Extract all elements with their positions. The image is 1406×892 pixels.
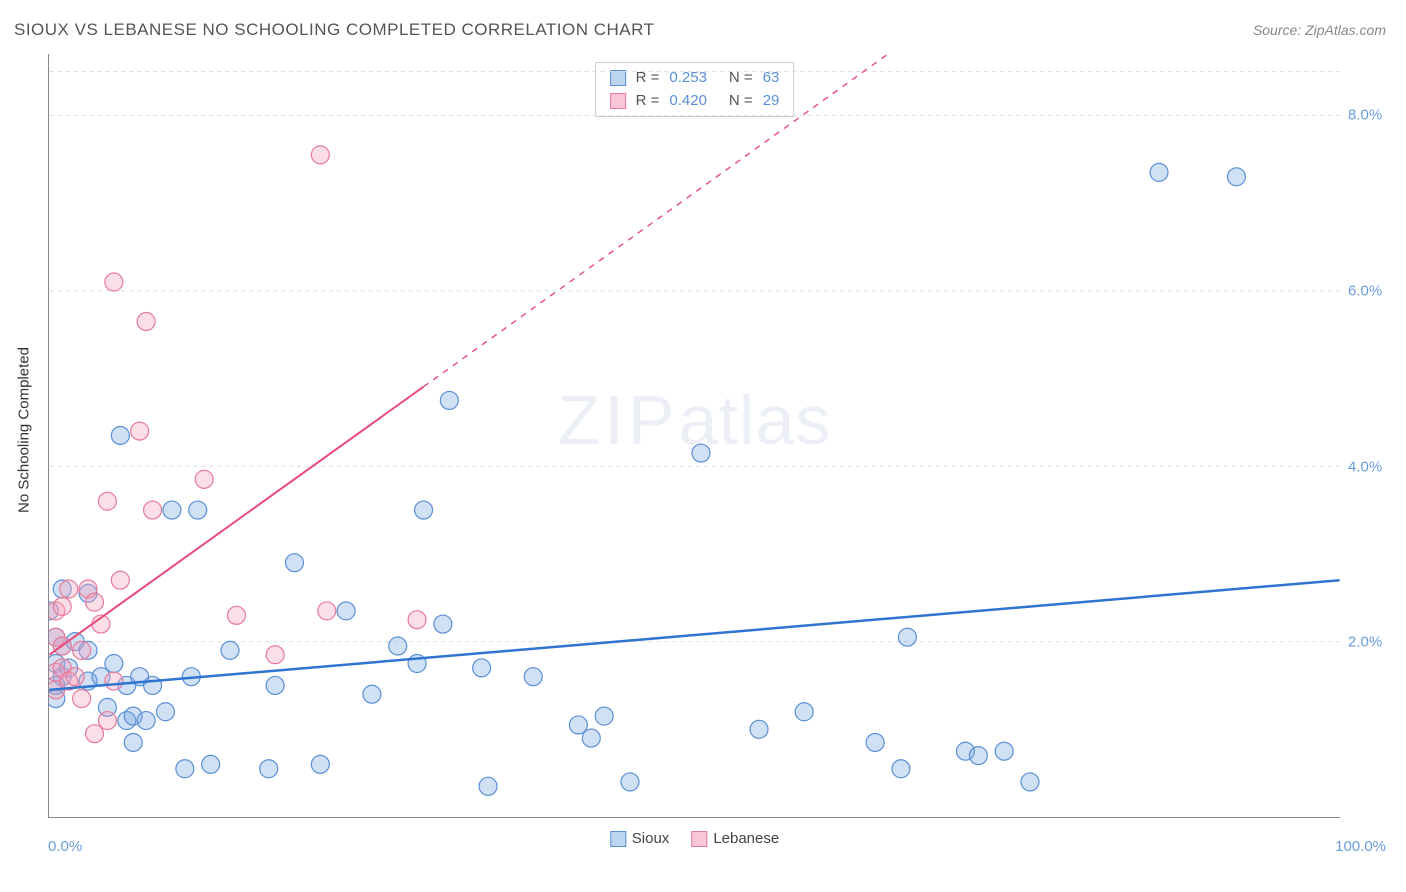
y-axis-label: No Schooling Completed bbox=[16, 347, 33, 513]
legend-swatch bbox=[610, 831, 626, 847]
stats-row: R = 0.253 N = 63 bbox=[610, 67, 780, 90]
y-tick-label: 2.0% bbox=[1348, 634, 1398, 651]
watermark: ZIPatlas bbox=[558, 380, 832, 460]
y-tick-label: 6.0% bbox=[1348, 283, 1398, 300]
chart-title: SIOUX VS LEBANESE NO SCHOOLING COMPLETED… bbox=[14, 20, 655, 40]
stats-row: R = 0.420 N = 29 bbox=[610, 90, 780, 113]
legend: Sioux Lebanese bbox=[610, 830, 779, 847]
y-tick-label: 8.0% bbox=[1348, 107, 1398, 124]
x-min-label: 0.0% bbox=[48, 838, 82, 855]
legend-swatch bbox=[691, 831, 707, 847]
stats-swatch bbox=[610, 93, 626, 109]
stat-r: 0.253 bbox=[669, 67, 707, 90]
legend-label: Lebanese bbox=[713, 830, 779, 847]
stats-box: R = 0.253 N = 63 R = 0.420 N = 29 bbox=[595, 62, 795, 117]
grid-layer bbox=[49, 54, 1340, 817]
plot-area: ZIPatlas R = 0.253 N = 63 R = 0.420 N = … bbox=[48, 54, 1340, 818]
legend-item: Sioux bbox=[610, 830, 670, 847]
y-tick-label: 4.0% bbox=[1348, 458, 1398, 475]
scatter-layer bbox=[49, 54, 1340, 817]
x-max-label: 100.0% bbox=[1335, 838, 1386, 855]
stat-n: 63 bbox=[763, 67, 780, 90]
trend-layer bbox=[49, 54, 1340, 817]
legend-item: Lebanese bbox=[691, 830, 779, 847]
stat-n: 29 bbox=[763, 90, 780, 113]
legend-label: Sioux bbox=[632, 830, 670, 847]
stat-r: 0.420 bbox=[669, 90, 707, 113]
stats-swatch bbox=[610, 70, 626, 86]
source-label: Source: ZipAtlas.com bbox=[1253, 22, 1386, 38]
chart-container: SIOUX VS LEBANESE NO SCHOOLING COMPLETED… bbox=[0, 0, 1406, 892]
